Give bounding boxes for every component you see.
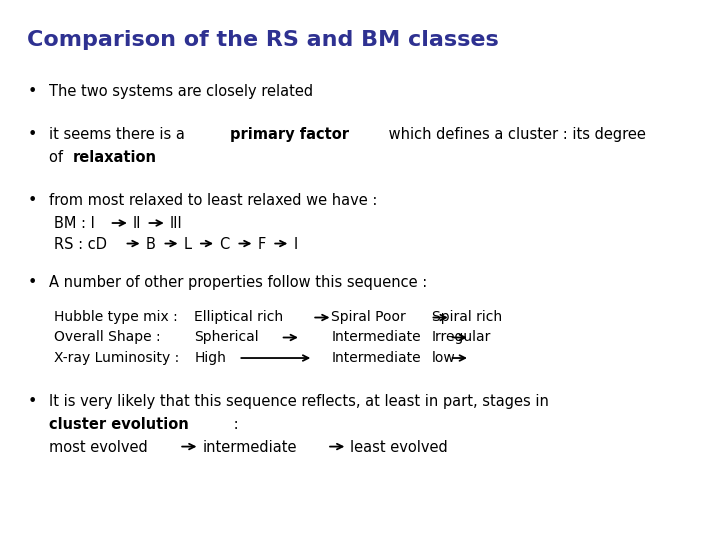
Text: BM : I: BM : I: [54, 216, 95, 231]
Text: Overall Shape :: Overall Shape :: [54, 330, 161, 345]
Text: cluster evolution: cluster evolution: [49, 417, 189, 432]
Text: relaxation: relaxation: [73, 150, 157, 165]
Text: least evolved: least evolved: [350, 440, 448, 455]
Text: •: •: [27, 84, 37, 99]
Text: which defines a cluster : its degree: which defines a cluster : its degree: [384, 127, 646, 142]
Text: primary factor: primary factor: [230, 127, 349, 142]
Text: RS : cD: RS : cD: [54, 237, 107, 252]
Text: Intermediate: Intermediate: [331, 330, 420, 345]
Text: Hubble type mix :: Hubble type mix :: [54, 310, 178, 325]
Text: most evolved: most evolved: [49, 440, 148, 455]
Text: The two systems are closely related: The two systems are closely related: [49, 84, 313, 99]
Text: Comparison of the RS and BM classes: Comparison of the RS and BM classes: [27, 30, 499, 50]
Text: III: III: [169, 216, 182, 231]
Text: Elliptical rich: Elliptical rich: [194, 310, 284, 325]
Text: •: •: [27, 193, 37, 208]
Text: F: F: [257, 237, 266, 252]
Text: it seems there is a: it seems there is a: [49, 127, 189, 142]
Text: B: B: [145, 237, 156, 252]
Text: Intermediate: Intermediate: [331, 351, 420, 365]
Text: Spherical: Spherical: [194, 330, 259, 345]
Text: from most relaxed to least relaxed we have :: from most relaxed to least relaxed we ha…: [49, 193, 377, 208]
Text: L: L: [184, 237, 192, 252]
Text: I: I: [293, 237, 297, 252]
Text: Irregular: Irregular: [432, 330, 491, 345]
Text: II: II: [132, 216, 141, 231]
Text: of: of: [49, 150, 68, 165]
Text: Spiral Poor: Spiral Poor: [331, 310, 406, 325]
Text: A number of other properties follow this sequence :: A number of other properties follow this…: [49, 275, 427, 291]
Text: •: •: [27, 127, 37, 142]
Text: High: High: [194, 351, 226, 365]
Text: intermediate: intermediate: [202, 440, 297, 455]
Text: •: •: [27, 394, 37, 409]
Text: :: :: [229, 417, 239, 432]
Text: It is very likely that this sequence reflects, at least in part, stages in: It is very likely that this sequence ref…: [49, 394, 549, 409]
Text: X-ray Luminosity :: X-ray Luminosity :: [54, 351, 179, 365]
Text: Spiral rich: Spiral rich: [432, 310, 502, 325]
Text: •: •: [27, 275, 37, 291]
Text: low: low: [432, 351, 456, 365]
Text: C: C: [219, 237, 229, 252]
